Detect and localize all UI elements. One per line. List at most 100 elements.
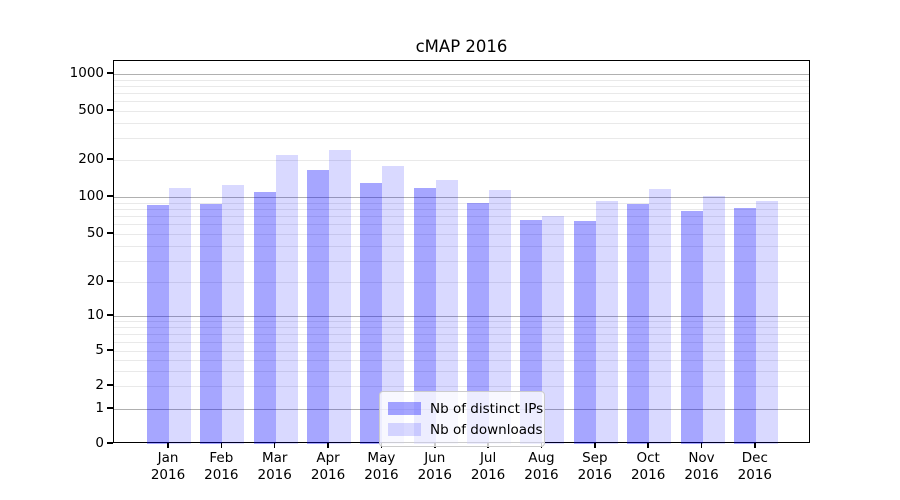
y-tick-label-20: 20 <box>86 273 104 289</box>
x-tick-month: Sep <box>582 450 608 466</box>
x-tick-year: 2016 <box>737 466 773 483</box>
x-tick-month: May <box>367 450 396 466</box>
bar-distinct-ips-sep <box>573 220 596 444</box>
bar-downloads-jun <box>435 179 458 444</box>
x-tick-year: 2016 <box>577 466 612 483</box>
x-tick-year: 2016 <box>310 466 346 483</box>
x-tick-label-sep: Sep 2016 <box>567 450 623 483</box>
plot-area: Nb of distinct IPs Nb of downloads <box>113 60 810 447</box>
minor-gridline-20 <box>114 282 809 283</box>
y-tick-label-0: 0 <box>95 435 104 451</box>
x-tick-year: 2016 <box>417 466 452 483</box>
minor-gridline-70 <box>114 216 809 218</box>
minor-gridline-900 <box>114 79 809 81</box>
chart-title: cMAP 2016 <box>415 37 508 56</box>
bar-distinct-ips-may <box>360 182 383 444</box>
x-tick-month: Jan <box>157 450 179 466</box>
minor-gridline-50 <box>114 234 809 235</box>
x-tick-label-aug: Aug 2016 <box>513 450 569 483</box>
minor-gridline-700 <box>114 93 809 95</box>
legend-label-distinct-ips: Nb of distinct IPs <box>430 400 544 417</box>
minor-gridline-5 <box>114 351 809 352</box>
y-tick-mark-1 <box>107 407 113 409</box>
minor-gridline-9 <box>114 321 809 323</box>
x-tick-mark-mar <box>273 443 276 448</box>
y-tick-mark-1000 <box>107 72 113 74</box>
x-tick-mark-nov <box>700 443 703 448</box>
x-tick-mark-jan <box>167 443 169 448</box>
x-tick-label-jul: Jul 2016 <box>460 450 516 483</box>
bar-downloads-nov <box>702 195 725 444</box>
y-tick-label-50: 50 <box>86 225 104 241</box>
minor-gridline-8 <box>114 327 809 329</box>
x-tick-month: Oct <box>636 450 660 466</box>
minor-gridline-200 <box>114 160 809 161</box>
minor-gridline-4 <box>114 359 809 361</box>
bar-distinct-ips-nov <box>680 210 703 444</box>
y-tick-mark-50 <box>107 232 113 234</box>
minor-gridline-300 <box>114 138 809 140</box>
x-tick-year: 2016 <box>470 466 506 483</box>
minor-gridline-500 <box>114 111 809 112</box>
bar-downloads-may <box>382 165 405 444</box>
minor-gridline-30 <box>114 260 809 262</box>
minor-gridline-90 <box>114 202 809 204</box>
bar-distinct-ips-feb <box>200 204 223 444</box>
bar-downloads-aug <box>542 216 565 444</box>
x-tick-year: 2016 <box>257 466 292 483</box>
minor-gridline-80 <box>114 208 809 210</box>
legend-swatch-distinct-ips <box>388 402 421 415</box>
major-gridline-10 <box>114 316 809 317</box>
y-tick-mark-100 <box>107 195 113 197</box>
x-tick-label-may: May 2016 <box>353 450 409 483</box>
minor-gridline-400 <box>114 122 809 124</box>
y-tick-label-1000: 1000 <box>69 65 104 81</box>
legend-item-downloads: Nb of downloads <box>388 419 543 440</box>
y-tick-mark-2 <box>107 384 113 386</box>
minor-gridline-2 <box>114 386 809 387</box>
minor-gridline-40 <box>114 245 809 247</box>
minor-gridline-7 <box>114 334 809 335</box>
y-tick-label-500: 500 <box>78 102 104 118</box>
y-tick-mark-10 <box>107 314 113 316</box>
bar-downloads-oct <box>649 189 672 444</box>
x-tick-month: Apr <box>316 450 340 466</box>
minor-gridline-600 <box>114 101 809 103</box>
bar-downloads-jan <box>169 188 191 444</box>
x-tick-label-jun: Jun 2016 <box>407 450 463 483</box>
y-tick-mark-20 <box>107 280 113 282</box>
y-tick-mark-0 <box>107 442 113 444</box>
y-tick-label-2: 2 <box>95 377 104 393</box>
x-tick-month: Jul <box>479 450 497 466</box>
x-tick-month: Dec <box>741 450 768 466</box>
bar-downloads-jul <box>489 189 512 444</box>
x-tick-label-feb: Feb 2016 <box>193 450 249 483</box>
y-tick-label-200: 200 <box>78 151 104 167</box>
x-tick-year: 2016 <box>630 466 666 483</box>
x-tick-month: Mar <box>261 450 288 466</box>
x-tick-mark-dec <box>754 443 756 448</box>
bar-downloads-mar <box>275 154 298 444</box>
x-tick-label-dec: Dec 2016 <box>727 450 783 483</box>
bar-downloads-dec <box>755 201 778 444</box>
bar-distinct-ips-apr <box>307 169 330 444</box>
x-tick-month: Nov <box>688 450 715 466</box>
minor-gridline-800 <box>114 85 809 87</box>
x-tick-mark-oct <box>647 443 649 448</box>
y-tick-label-1: 1 <box>95 400 104 416</box>
legend-item-distinct-ips: Nb of distinct IPs <box>388 398 543 419</box>
legend-swatch-downloads <box>388 423 421 436</box>
legend: Nb of distinct IPs Nb of downloads <box>379 391 545 447</box>
y-tick-label-100: 100 <box>78 188 104 204</box>
bar-distinct-ips-mar <box>253 191 276 444</box>
bar-distinct-ips-jan <box>147 205 169 444</box>
bar-downloads-sep <box>595 201 618 444</box>
x-tick-label-nov: Nov 2016 <box>674 450 730 483</box>
minor-gridline-3 <box>114 370 809 372</box>
x-tick-mark-sep <box>594 443 596 448</box>
y-tick-mark-200 <box>107 158 113 160</box>
minor-gridline-60 <box>114 224 809 226</box>
x-tick-label-mar: Mar 2016 <box>247 450 303 483</box>
major-gridline-1000 <box>114 74 809 75</box>
